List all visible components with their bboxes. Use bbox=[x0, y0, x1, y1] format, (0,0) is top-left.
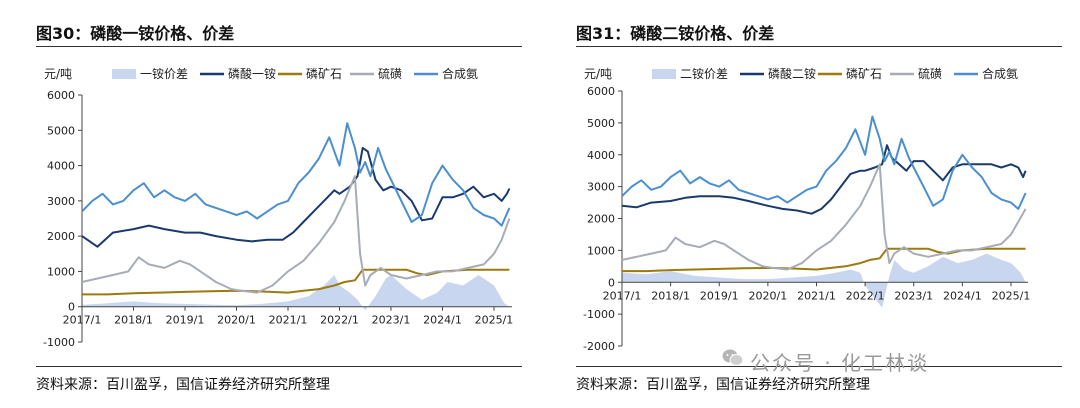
y-tick-label: -1000 bbox=[583, 308, 615, 321]
y-tick-label: 3000 bbox=[587, 181, 615, 194]
y-tick-label: 5000 bbox=[587, 117, 615, 130]
legend-label: 磷酸二铵 bbox=[768, 66, 816, 81]
x-tick-label: 2024/1 bbox=[943, 289, 982, 302]
x-tick-label: 2020/1 bbox=[749, 289, 788, 302]
series-line-硫磺 bbox=[81, 175, 511, 294]
source-rule bbox=[36, 366, 522, 367]
series-line-磷酸二铵 bbox=[621, 144, 1027, 215]
series-line-硫磺 bbox=[621, 163, 1027, 271]
y-tick-label: 3000 bbox=[47, 195, 75, 208]
chart-panel-right: 图31：磷酸二铵价格、价差 6000 5000 4000 3000 2000 1000 0 -… bbox=[540, 0, 1062, 408]
x-tick-label: 2025/1 bbox=[992, 289, 1031, 302]
x-tick-label: 2017/1 bbox=[63, 314, 102, 327]
figure-title: 图30：磷酸一铵价格、价差 bbox=[36, 24, 235, 43]
series-line-磷酸一铵 bbox=[81, 146, 511, 248]
title-rule bbox=[36, 46, 522, 47]
y-tick-label: 6000 bbox=[47, 89, 75, 102]
chart-svg: 6000 5000 4000 3000 2000 1000 0 -1000 -2000 元/吨 20… bbox=[583, 66, 1031, 353]
series-line-磷矿石 bbox=[82, 268, 510, 296]
wechat-icon bbox=[722, 349, 744, 366]
x-tick-label: 2022/1 bbox=[320, 314, 359, 327]
x-tick-label: 2020/1 bbox=[217, 314, 256, 327]
chart-svg: 6000 5000 4000 3000 2000 1000 0 -1000 元/吨 2017/1 2… bbox=[43, 66, 514, 349]
x-tick-label: 2021/1 bbox=[269, 314, 308, 327]
legend-label: 磷矿石 bbox=[306, 66, 342, 81]
y-tick-label: 1000 bbox=[47, 265, 75, 278]
legend-label: 合成氨 bbox=[982, 66, 1018, 81]
y-tick-label: 2000 bbox=[47, 230, 75, 243]
x-tick-label: 2018/1 bbox=[651, 289, 690, 302]
watermark-text: 公众号 · 化工林谈 bbox=[750, 351, 930, 375]
x-tick-label: 2017/1 bbox=[603, 289, 642, 302]
legend-label: 磷酸一铵 bbox=[228, 66, 276, 81]
y-tick-label: 4000 bbox=[587, 149, 615, 162]
y-tick-label: 5000 bbox=[47, 124, 75, 137]
source-note: 资料来源：百川盈孚，国信证券经济研究所整理 bbox=[36, 377, 330, 393]
figure-title: 图31：磷酸二铵价格、价差 bbox=[576, 24, 775, 43]
source-rule bbox=[576, 366, 1062, 367]
y-tick-label: -2000 bbox=[583, 340, 615, 353]
x-tick-label: 2018/1 bbox=[114, 314, 153, 327]
series-line-磷矿石 bbox=[622, 247, 1026, 273]
series-area-一铵价差 bbox=[82, 275, 510, 311]
legend-label: 硫磺 bbox=[918, 66, 942, 81]
y-tick-label: 2000 bbox=[587, 213, 615, 226]
legend-swatch bbox=[652, 69, 676, 79]
y-tick-label: 6000 bbox=[587, 85, 615, 98]
x-tick-label: 2023/1 bbox=[894, 289, 933, 302]
legend-label: 磷矿石 bbox=[846, 66, 882, 81]
source-note: 资料来源：百川盈孚，国信证券经济研究所整理 bbox=[576, 377, 870, 393]
x-tick-label: 2019/1 bbox=[166, 314, 205, 327]
x-tick-label: 2023/1 bbox=[372, 314, 411, 327]
x-tick-label: 2022/1 bbox=[846, 289, 885, 302]
y-tick-label: -1000 bbox=[43, 336, 75, 349]
series-area-二铵价差 bbox=[622, 253, 1026, 308]
x-tick-label: 2019/1 bbox=[700, 289, 739, 302]
y-tick-label: 0 bbox=[68, 301, 75, 314]
legend-label: 一铵价差 bbox=[140, 66, 188, 81]
y-tick-label: 0 bbox=[608, 276, 615, 289]
title-rule bbox=[576, 46, 1062, 47]
y-tick-label: 4000 bbox=[47, 160, 75, 173]
series-line-合成氨 bbox=[81, 122, 511, 227]
x-tick-label: 2024/1 bbox=[423, 314, 462, 327]
legend-label: 硫磺 bbox=[378, 66, 402, 81]
chart-panel-left: 图30：磷酸一铵价格、价差 6000 5000 4000 3000 2000 1000 0 -… bbox=[0, 0, 522, 408]
series-line-合成氨 bbox=[621, 115, 1027, 210]
legend-swatch bbox=[112, 69, 136, 79]
legend-label: 二铵价差 bbox=[680, 66, 728, 81]
legend-label: 合成氨 bbox=[442, 66, 478, 81]
x-tick-label: 2021/1 bbox=[797, 289, 836, 302]
y-axis-title: 元/吨 bbox=[44, 67, 72, 81]
x-tick-label: 2025/1 bbox=[475, 314, 514, 327]
y-axis-title: 元/吨 bbox=[584, 67, 612, 81]
y-tick-label: 1000 bbox=[587, 244, 615, 257]
